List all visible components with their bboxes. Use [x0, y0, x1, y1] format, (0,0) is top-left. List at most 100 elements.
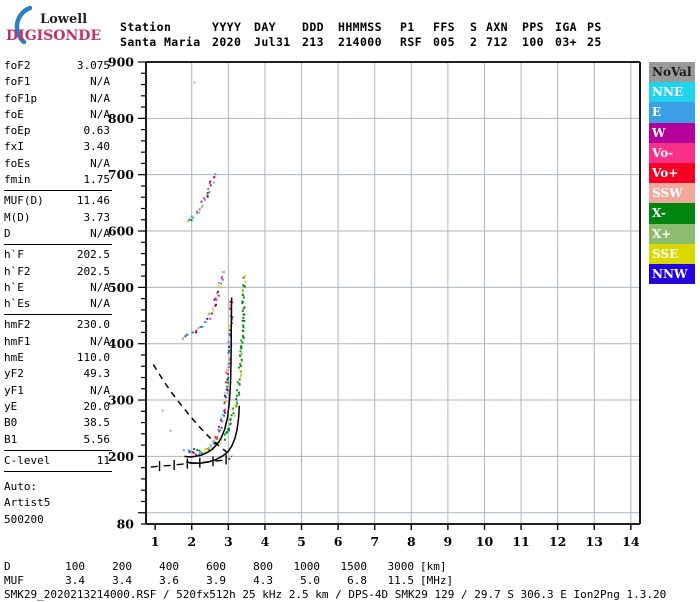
echo-point — [226, 392, 229, 395]
param-row: hmF1 N/A — [4, 334, 112, 350]
echo-point — [221, 413, 224, 416]
footer-d-row-unit: [km] — [420, 560, 447, 573]
legend-item-vo[interactable]: Vo+ — [649, 162, 695, 184]
param-value: N/A — [90, 75, 110, 89]
echo-point — [227, 363, 230, 366]
header-value-0: Santa Maria — [120, 35, 201, 49]
echo-point — [229, 301, 232, 303]
param-key: B1 — [4, 432, 18, 446]
echo-point — [224, 394, 226, 397]
auto-block: Auto: Artist5 500200 — [4, 479, 112, 528]
param-value: 110.0 — [76, 351, 110, 365]
footer-muf-row-v2: 3.6 — [159, 574, 179, 587]
legend-item-noval[interactable]: NoVal — [649, 62, 695, 83]
echo-point — [216, 436, 219, 439]
echo-point — [241, 341, 244, 344]
echo-point — [221, 271, 224, 274]
echo-point — [224, 412, 227, 414]
echo-point — [211, 312, 213, 315]
legend-item-sse[interactable]: SSE — [649, 243, 695, 264]
param-key: M(D) — [4, 210, 31, 224]
echo-point — [244, 280, 247, 283]
echo-point — [232, 408, 235, 411]
legend-item-vo[interactable]: Vo- — [649, 142, 695, 163]
echo-point — [228, 427, 230, 430]
echo-point — [219, 419, 222, 422]
echo-point — [223, 271, 226, 273]
legend-item-x[interactable]: X- — [649, 203, 695, 224]
echo-point — [189, 450, 192, 453]
echo-point — [196, 449, 199, 452]
y-tick-label: 500 — [108, 280, 134, 295]
echo-point — [220, 426, 223, 429]
echo-point — [243, 296, 245, 299]
x-tick-label: 9 — [444, 534, 453, 549]
param-row: foF1p N/A — [4, 91, 112, 107]
footer-d-row: D 100 200 400 600 800 1000 1500 3000 [km] — [4, 560, 666, 574]
param-key: C-level — [4, 453, 51, 467]
param-row: h`E N/A — [4, 280, 112, 296]
param-value: N/A — [90, 334, 110, 348]
x-tick-label: 1 — [151, 534, 160, 549]
echo-point — [242, 324, 245, 327]
echo-point — [201, 326, 204, 329]
echo-point — [208, 449, 211, 452]
echo-point — [214, 297, 217, 300]
echo-point — [226, 378, 229, 381]
legend-item-ssw[interactable]: SSW — [649, 183, 695, 204]
param-separator — [4, 314, 112, 316]
footer-muf-row-unit: [MHz] — [420, 574, 454, 587]
legend-item-nne[interactable]: NNE — [649, 82, 695, 103]
echo-point — [235, 398, 238, 400]
echo-point — [224, 381, 227, 384]
header-value-row: Santa Maria 2020 Jul31 213 214000 RSF 005 2 712 1… — [120, 35, 609, 50]
echo-point — [223, 401, 226, 404]
echo-point — [197, 327, 200, 330]
x-tick-label: 14 — [622, 534, 640, 549]
legend-item-e[interactable]: E — [649, 102, 695, 123]
echo-point — [233, 414, 236, 417]
echo-point — [209, 317, 212, 320]
echo-point — [184, 335, 187, 338]
x-tick-label: 6 — [334, 534, 343, 549]
echo-point — [216, 437, 218, 440]
echo-point — [198, 326, 201, 329]
header-value-7: 2 — [470, 35, 478, 49]
legend-item-w[interactable]: W — [649, 122, 695, 143]
param-value: 202.5 — [76, 264, 110, 278]
header-value-8: 712 — [486, 35, 508, 49]
echo-point — [241, 289, 244, 292]
echo-point — [217, 428, 220, 431]
echo-point — [243, 306, 246, 309]
param-key: h`F2 — [4, 264, 31, 278]
legend-item-x[interactable]: X+ — [649, 223, 695, 244]
echo-point — [242, 276, 245, 279]
param-key: foEp — [4, 124, 31, 138]
legend-item-nnw[interactable]: NNW — [649, 263, 695, 285]
echo-point — [231, 301, 234, 304]
echo-point — [228, 324, 231, 327]
echo-point — [208, 312, 211, 315]
echo-point — [199, 451, 202, 453]
echo-point — [236, 381, 239, 384]
echo-point — [241, 329, 244, 332]
echo-point — [209, 184, 212, 187]
footer-muf-row-v6: 6.8 — [347, 574, 367, 587]
header-value-2: Jul31 — [254, 35, 291, 49]
lowell-digisonde-logo: Lowell DIGISONDE — [4, 4, 114, 46]
header-label-3: DDD — [302, 20, 324, 34]
footer-d-row-v0: 100 — [65, 560, 85, 573]
echo-point — [242, 334, 244, 337]
echo-point — [195, 329, 198, 332]
param-value: 5.56 — [83, 432, 111, 446]
footer-d-row-v5: 1000 — [293, 560, 321, 573]
echo-point — [224, 408, 227, 411]
echo-point — [221, 276, 223, 279]
echo-point — [234, 404, 236, 406]
footer-muf-row-v1: 3.4 — [112, 574, 132, 587]
echo-point — [186, 220, 189, 223]
param-key: yF1 — [4, 383, 24, 397]
echo-point — [242, 307, 245, 310]
param-value: N/A — [90, 297, 110, 311]
